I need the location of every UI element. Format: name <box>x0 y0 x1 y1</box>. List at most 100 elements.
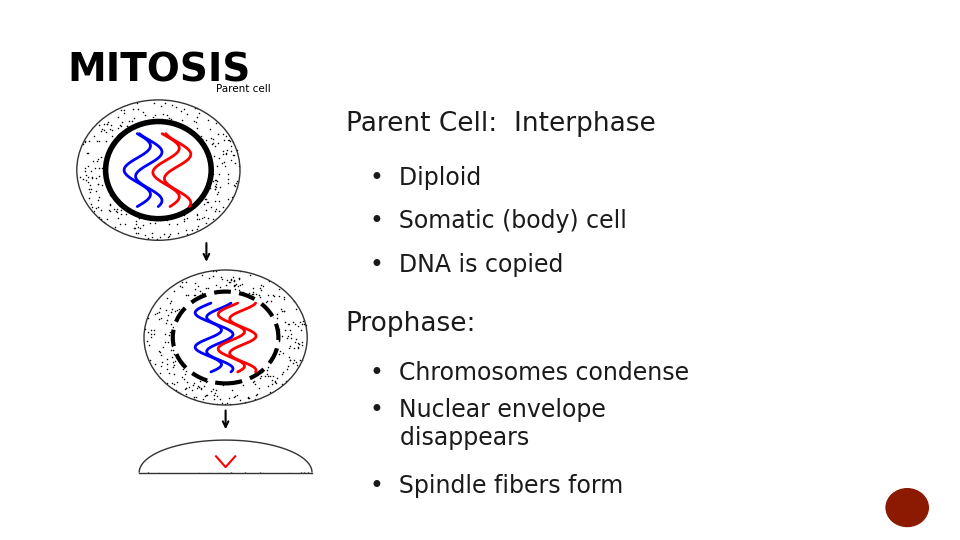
Ellipse shape <box>106 122 211 219</box>
Point <box>198 194 213 203</box>
Point <box>252 292 267 301</box>
Point <box>190 282 205 291</box>
Point <box>214 450 229 458</box>
Point <box>215 288 230 296</box>
Point <box>220 456 235 464</box>
Point <box>162 168 178 177</box>
Point <box>175 460 190 468</box>
Point <box>213 273 228 281</box>
Point <box>183 132 199 141</box>
Point <box>103 201 118 210</box>
Point <box>226 299 241 307</box>
Point <box>158 447 174 456</box>
Point <box>174 209 189 218</box>
Point <box>159 122 175 130</box>
Point <box>166 380 181 388</box>
Point <box>205 139 221 147</box>
Point <box>103 156 118 165</box>
Point <box>188 393 204 402</box>
Point <box>259 296 275 305</box>
Point <box>175 184 190 192</box>
Text: •  Somatic (body) cell: • Somatic (body) cell <box>370 210 627 233</box>
Text: Prophase:: Prophase: <box>346 311 476 337</box>
Point <box>76 140 91 149</box>
Point <box>180 230 195 238</box>
Point <box>159 455 175 464</box>
Point <box>295 338 310 347</box>
Point <box>275 332 290 340</box>
Point <box>203 451 218 460</box>
Point <box>180 179 196 187</box>
Point <box>120 180 135 188</box>
Point <box>123 194 138 202</box>
Point <box>178 278 193 286</box>
Point <box>218 150 233 158</box>
Point <box>243 449 258 458</box>
Point <box>113 165 129 174</box>
Point <box>265 447 280 455</box>
Point <box>131 228 146 237</box>
Point <box>246 310 261 319</box>
Point <box>112 173 128 182</box>
Point <box>141 122 156 131</box>
Text: •  Chromosomes condense: • Chromosomes condense <box>370 361 688 384</box>
Point <box>225 193 240 201</box>
Point <box>228 146 244 155</box>
Point <box>280 451 296 460</box>
Point <box>196 212 211 221</box>
Point <box>263 297 278 306</box>
Point <box>228 285 243 293</box>
Point <box>288 334 303 343</box>
Point <box>230 282 246 291</box>
Point <box>207 141 223 150</box>
Point <box>111 153 127 161</box>
Point <box>234 314 250 323</box>
Point <box>143 143 158 151</box>
Point <box>133 163 149 171</box>
Point <box>282 355 298 364</box>
Point <box>183 462 199 470</box>
Point <box>168 455 183 463</box>
Point <box>187 278 203 287</box>
Point <box>164 100 180 109</box>
Point <box>266 372 281 380</box>
Point <box>196 440 211 448</box>
Point <box>237 467 252 476</box>
Point <box>196 308 211 317</box>
Point <box>183 160 199 169</box>
Point <box>221 179 236 187</box>
Point <box>178 343 193 352</box>
Point <box>245 322 260 331</box>
Point <box>199 391 214 400</box>
Point <box>131 222 146 231</box>
Point <box>183 457 199 465</box>
Point <box>139 129 155 138</box>
Point <box>239 293 254 302</box>
Point <box>212 183 228 191</box>
Point <box>201 457 216 465</box>
Point <box>204 322 219 331</box>
Point <box>276 461 291 469</box>
Point <box>229 177 245 185</box>
Point <box>168 385 183 394</box>
Point <box>201 198 216 207</box>
Point <box>155 454 170 463</box>
Point <box>261 372 276 380</box>
Point <box>211 153 227 162</box>
Point <box>117 109 132 118</box>
Point <box>211 170 227 179</box>
Point <box>263 445 278 454</box>
Point <box>119 161 134 170</box>
Point <box>129 190 144 198</box>
Point <box>245 290 260 299</box>
Point <box>179 390 194 399</box>
Point <box>101 206 116 214</box>
Point <box>161 175 177 184</box>
Point <box>272 349 287 358</box>
Point <box>166 165 181 174</box>
Point <box>270 310 285 319</box>
Point <box>252 454 267 462</box>
Point <box>114 186 130 195</box>
Point <box>231 162 247 171</box>
Point <box>187 463 203 472</box>
